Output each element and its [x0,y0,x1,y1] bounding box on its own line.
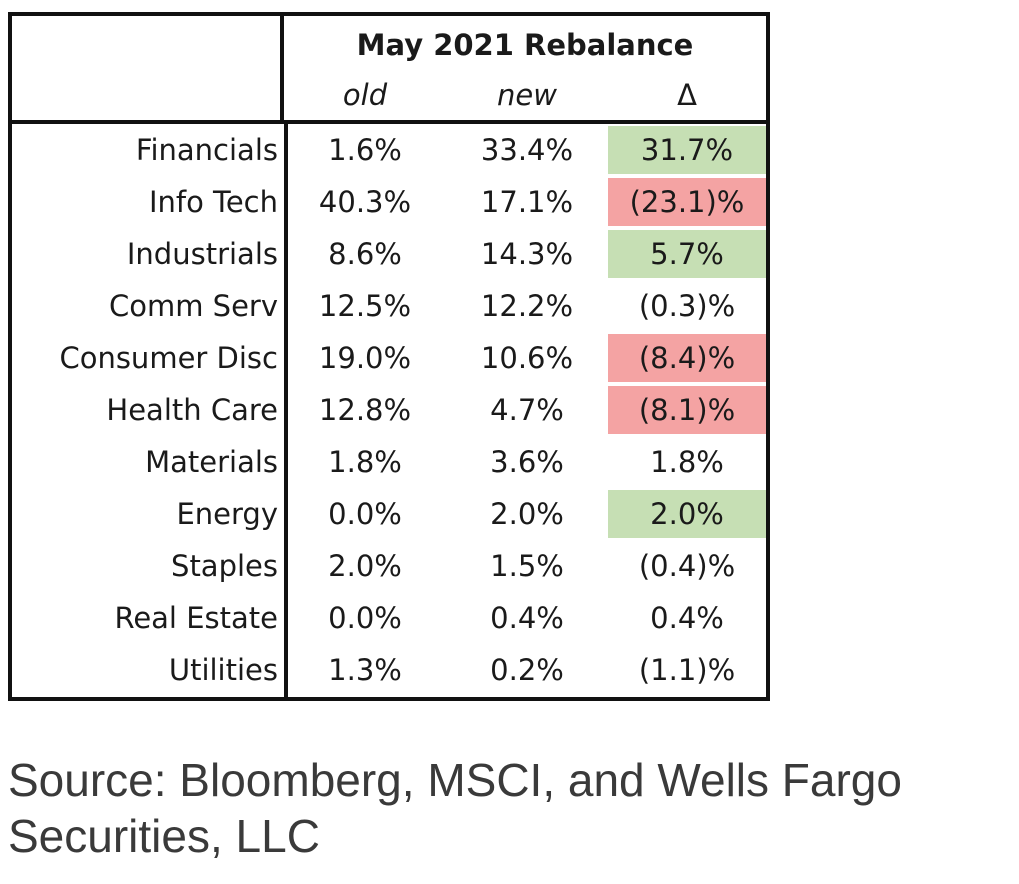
delta-cell: 0.4% [650,601,724,635]
table-row: Utilities 1.3% 0.2% (1.1)% [12,644,766,696]
table-row: Health Care 12.8% 4.7% (8.1)% [12,384,766,436]
old-weight-cell: 12.5% [318,289,412,323]
table-row: Energy 0.0% 2.0% 2.0% [12,488,766,540]
delta-cell: (8.1)% [608,386,766,434]
delta-cell: 1.8% [650,445,724,479]
rebalance-table: May 2021 Rebalance old new Δ Financials 1… [8,12,770,701]
sector-label: Staples [171,549,278,583]
new-weight-cell: 14.3% [480,237,574,271]
sector-label: Consumer Disc [59,341,278,375]
sector-label: Industrials [126,237,278,271]
new-weight-cell: 17.1% [480,185,574,219]
delta-cell: 5.7% [608,230,766,278]
sector-label: Info Tech [148,185,278,219]
old-weight-cell: 0.0% [328,601,402,635]
old-weight-cell: 1.6% [328,133,402,167]
old-weight-cell: 1.3% [328,653,402,687]
new-weight-cell: 1.5% [490,549,564,583]
new-weight-cell: 3.6% [490,445,564,479]
new-weight-cell: 10.6% [480,341,574,375]
old-weight-cell: 0.0% [328,497,402,531]
delta-cell: 31.7% [608,126,766,174]
table-row: Materials 1.8% 3.6% 1.8% [12,436,766,488]
table-header: May 2021 Rebalance old new Δ [12,16,766,124]
column-header-old: old [342,78,388,112]
table-row: Info Tech 40.3% 17.1% (23.1)% [12,176,766,228]
old-weight-cell: 12.8% [318,393,412,427]
delta-cell: (1.1)% [638,653,736,687]
sector-label: Real Estate [114,601,278,635]
delta-cell: 2.0% [608,490,766,538]
new-weight-cell: 0.4% [490,601,564,635]
old-weight-cell: 19.0% [318,341,412,375]
old-weight-cell: 1.8% [328,445,402,479]
table-row: Comm Serv 12.5% 12.2% (0.3)% [12,280,766,332]
delta-cell: (0.4)% [638,549,736,583]
sector-label: Materials [145,445,278,479]
column-header-delta: Δ [677,78,697,112]
old-weight-cell: 2.0% [328,549,402,583]
table-row: Consumer Disc 19.0% 10.6% (8.4)% [12,332,766,384]
sector-label: Energy [176,497,278,531]
old-weight-cell: 40.3% [318,185,412,219]
new-weight-cell: 12.2% [480,289,574,323]
new-weight-cell: 0.2% [490,653,564,687]
sector-label: Comm Serv [108,289,278,323]
column-header-new: new [497,78,557,112]
new-weight-cell: 33.4% [480,133,574,167]
source-footnote: Source: Bloomberg, MSCI, and Wells Fargo… [8,754,902,862]
header-blank-cell [12,16,284,120]
new-weight-cell: 4.7% [490,393,564,427]
table-row: Staples 2.0% 1.5% (0.4)% [12,540,766,592]
delta-cell: (8.4)% [608,334,766,382]
old-weight-cell: 8.6% [328,237,402,271]
delta-cell: (23.1)% [608,178,766,226]
sector-label: Financials [135,133,278,167]
delta-cell: (0.3)% [638,289,736,323]
table-row: Industrials 8.6% 14.3% 5.7% [12,228,766,280]
table-title: May 2021 Rebalance [356,28,694,62]
label-column-divider [284,120,288,697]
table-row: Financials 1.6% 33.4% 31.7% [12,124,766,176]
sector-label: Health Care [106,393,278,427]
new-weight-cell: 2.0% [490,497,564,531]
sector-label: Utilities [168,653,278,687]
table-row: Real Estate 0.0% 0.4% 0.4% [12,592,766,644]
